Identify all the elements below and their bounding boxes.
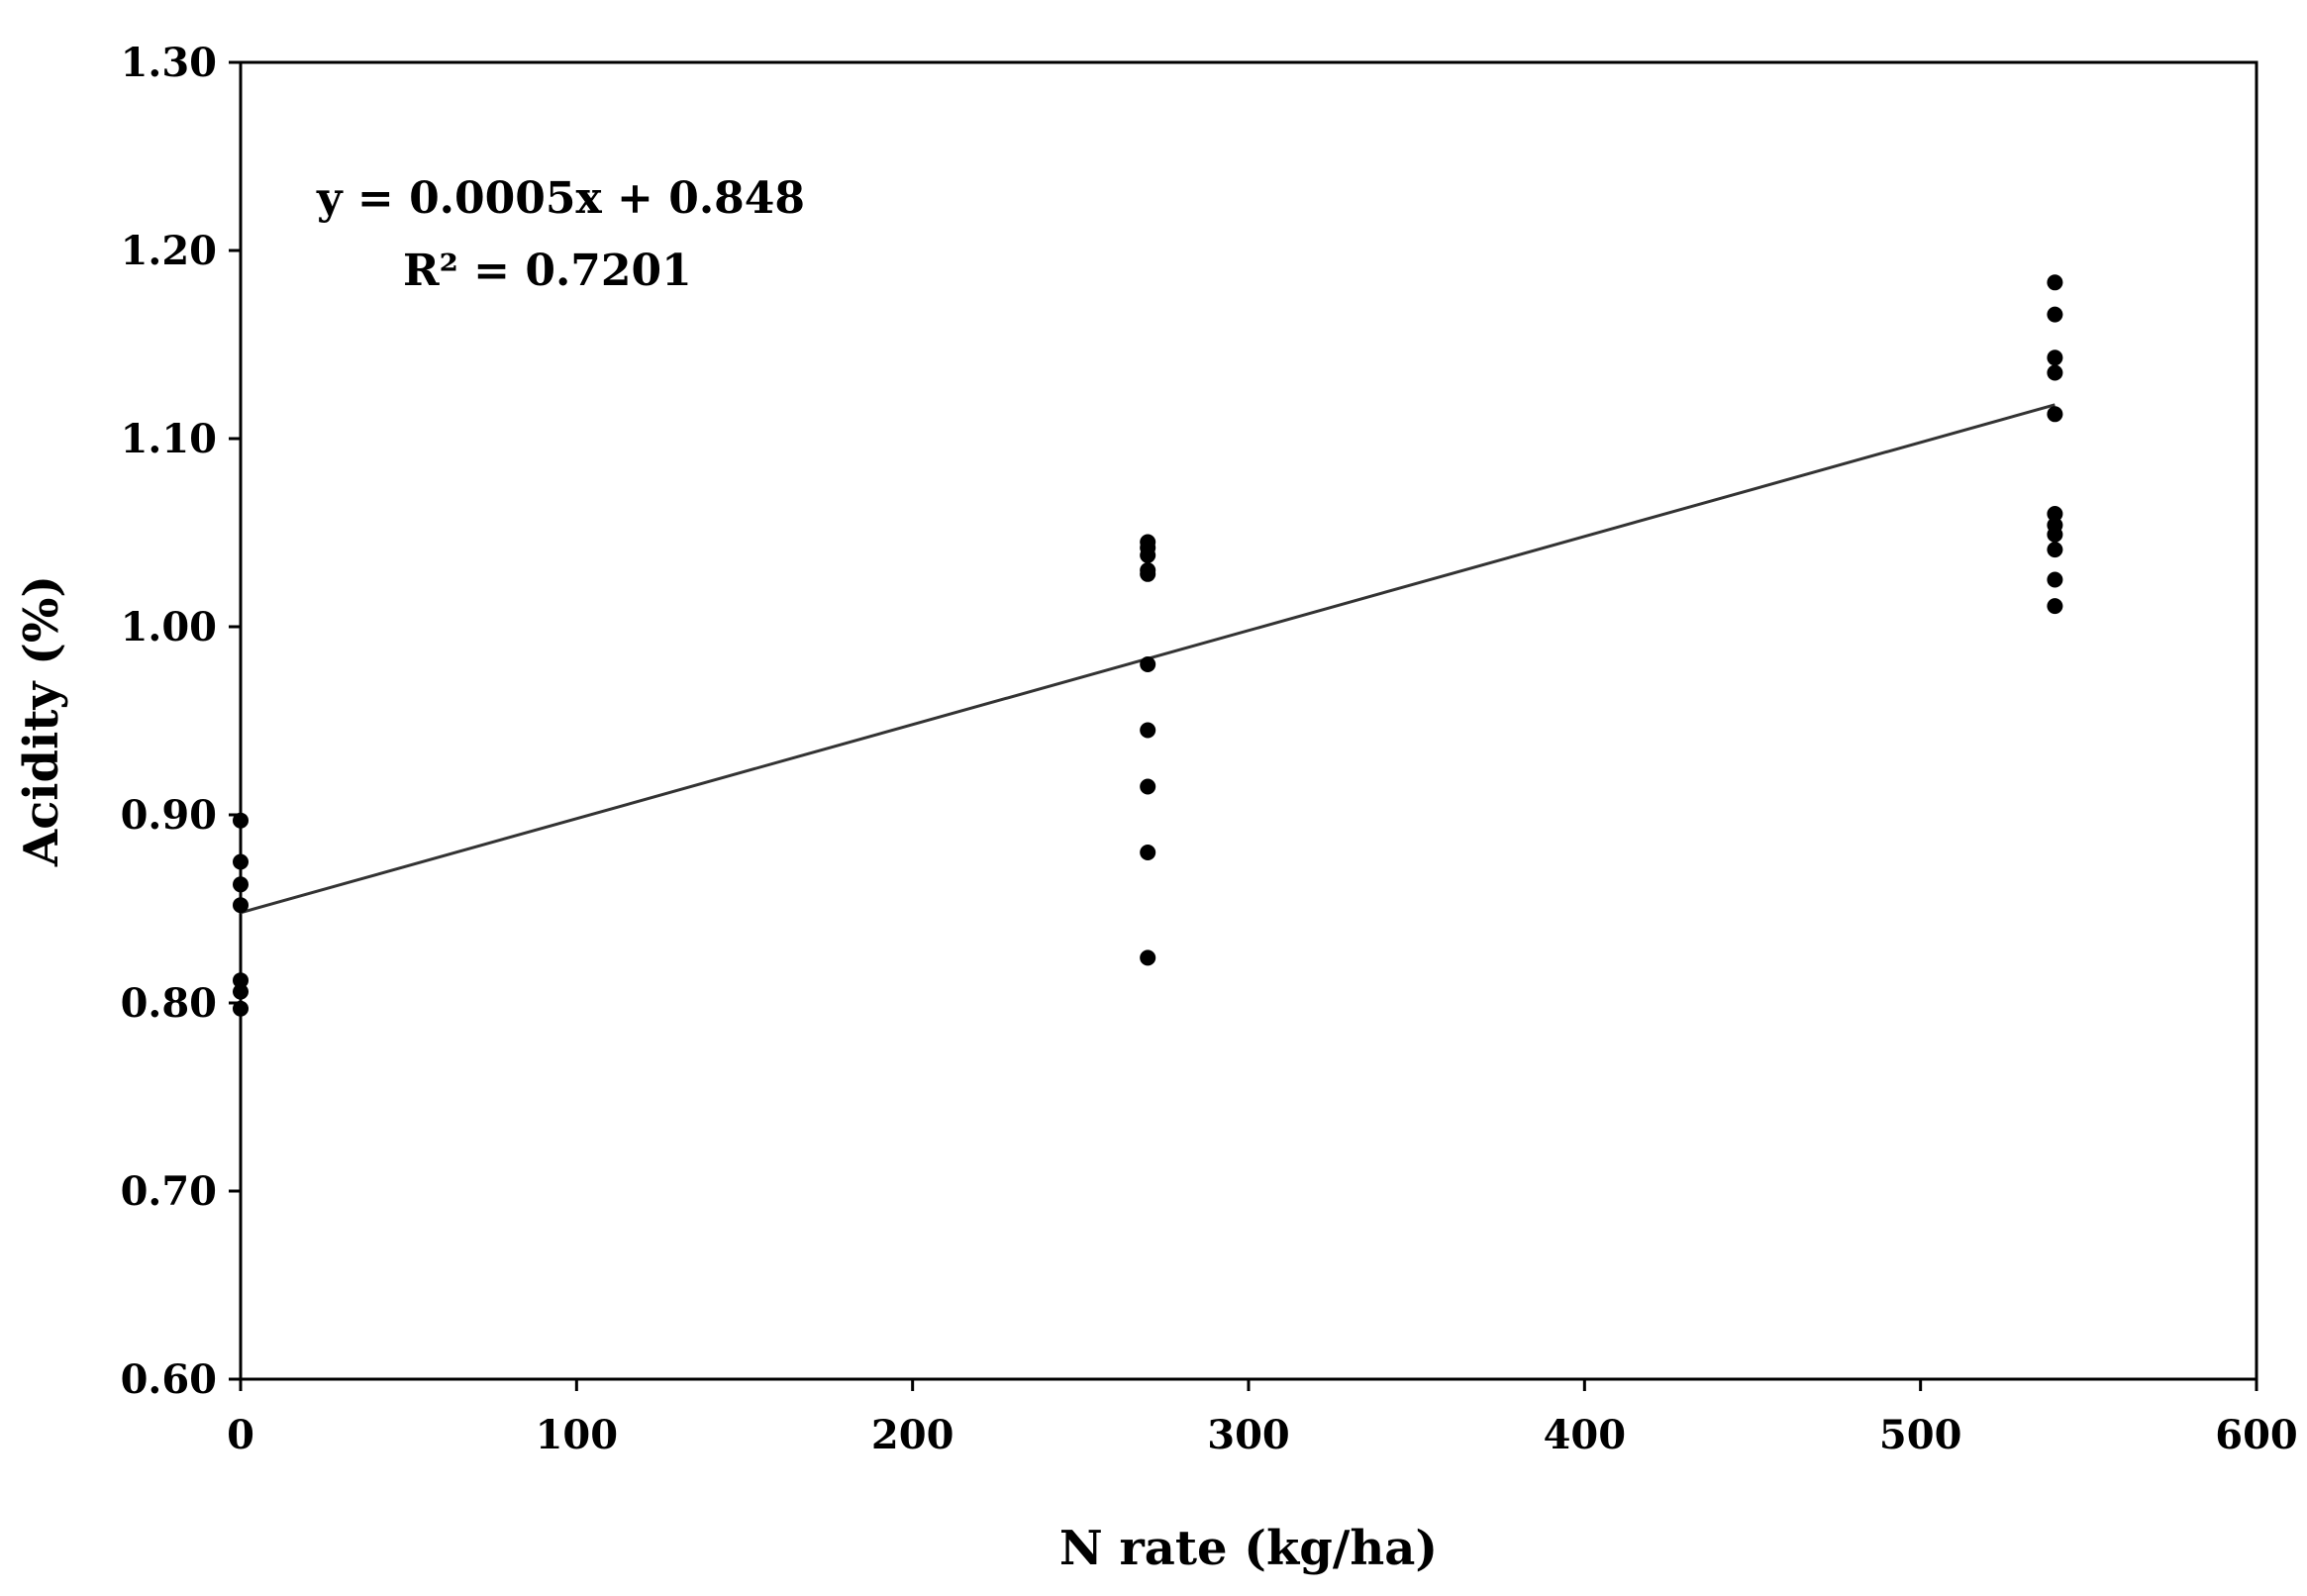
y-tick-label: 1.10	[121, 416, 217, 462]
y-axis-title: Acidity (%)	[14, 575, 69, 867]
x-tick-label: 600	[2215, 1412, 2298, 1458]
r-squared-label: R² = 0.7201	[403, 246, 692, 296]
data-point	[2047, 526, 2063, 543]
data-points	[233, 274, 2063, 1017]
y-tick-label: 1.20	[121, 228, 217, 274]
x-axis: 0 100 200 300 400 500 600	[227, 1379, 2298, 1458]
data-point	[1140, 565, 1156, 582]
x-tick-label: 0	[227, 1412, 254, 1458]
data-point	[2047, 364, 2063, 381]
data-point	[1140, 778, 1156, 795]
x-tick-label: 300	[1207, 1412, 1290, 1458]
data-point	[2047, 349, 2063, 366]
data-point	[1140, 656, 1156, 672]
data-point	[2047, 571, 2063, 588]
data-point	[2047, 406, 2063, 423]
y-tick-label: 0.70	[121, 1168, 217, 1215]
data-point	[233, 972, 249, 989]
data-point	[2047, 306, 2063, 323]
x-tick-label: 500	[1879, 1412, 1962, 1458]
data-point	[233, 897, 249, 914]
data-point	[233, 853, 249, 870]
data-point	[233, 1000, 249, 1017]
x-tick-label: 100	[536, 1412, 619, 1458]
y-tick-label: 0.80	[121, 980, 217, 1027]
y-tick-label: 1.00	[121, 604, 217, 650]
x-tick-label: 400	[1544, 1412, 1627, 1458]
y-tick-label: 0.90	[121, 792, 217, 839]
data-point	[233, 876, 249, 893]
data-point	[233, 983, 249, 1000]
data-point	[1140, 547, 1156, 563]
data-point	[1140, 949, 1156, 966]
trendline-equation: y = 0.0005x + 0.848	[316, 173, 805, 224]
data-point	[1140, 845, 1156, 860]
data-point	[2047, 274, 2063, 291]
data-point	[2047, 598, 2063, 615]
data-point	[1140, 722, 1156, 739]
data-point	[233, 812, 249, 829]
x-tick-label: 200	[871, 1412, 954, 1458]
y-tick-label: 1.30	[121, 40, 217, 86]
data-point	[2047, 506, 2063, 522]
y-axis: 0.60 0.70 0.80 0.90 1.00 1.10 1.20 1.30	[121, 40, 241, 1403]
y-tick-label: 0.60	[121, 1356, 217, 1403]
data-point	[2047, 542, 2063, 558]
x-axis-title: N rate (kg/ha)	[1059, 1521, 1438, 1576]
